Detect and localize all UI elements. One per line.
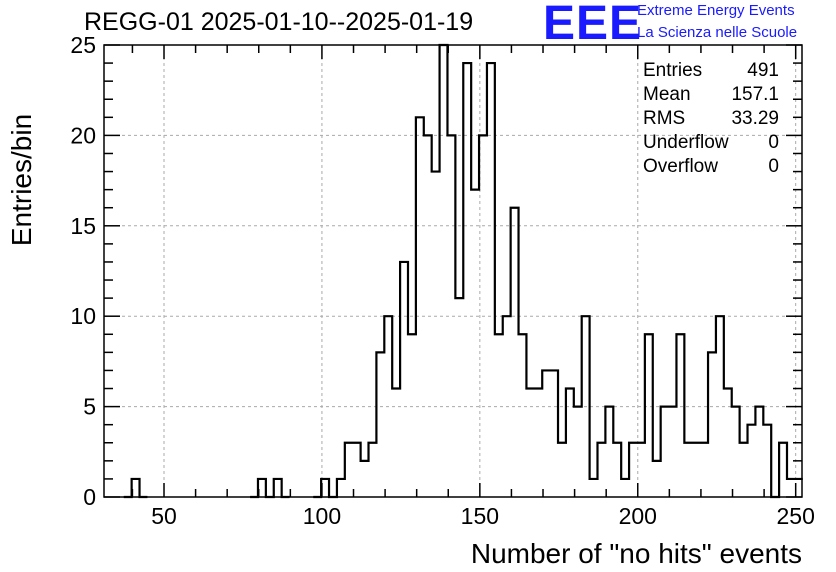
x-tick-label: 250	[776, 503, 814, 529]
x-tick-label: 50	[151, 503, 177, 529]
x-tick-label: 200	[619, 503, 657, 529]
histogram-bar	[676, 334, 684, 497]
histogram-bar	[534, 389, 542, 497]
histogram-bar	[345, 443, 353, 497]
histogram-bar	[511, 208, 519, 497]
histogram-bar	[574, 407, 582, 497]
y-tick-label: 25	[70, 32, 96, 58]
logo-line1: Extreme Energy Events	[637, 2, 795, 19]
histogram-bar	[550, 370, 558, 497]
histogram-bar	[487, 63, 495, 497]
axes: 50 100 150 200 250 0 5 10 15 20 25	[70, 32, 814, 529]
stats-row: RMS 33.29	[643, 108, 779, 132]
stats-label: Underflow	[643, 132, 729, 153]
histogram-bar	[755, 407, 763, 497]
histogram-bar	[432, 172, 440, 497]
histogram-bar	[724, 389, 732, 497]
histogram-bar	[692, 443, 700, 497]
histogram-bar	[645, 334, 653, 497]
chart-title: REGG-01 2025-01-10--2025-01-19	[84, 8, 474, 36]
histogram-bar	[526, 389, 534, 497]
histogram-bar	[597, 443, 605, 497]
histogram-bar	[779, 443, 787, 497]
histogram-bar	[369, 443, 377, 497]
histogram-bar	[519, 334, 527, 497]
histogram-bar	[337, 479, 345, 497]
histogram-bar	[590, 479, 598, 497]
histogram-bar	[361, 461, 369, 497]
stats-value: 0	[768, 156, 779, 177]
stats-label: Overflow	[643, 156, 718, 177]
histogram-bar	[787, 479, 795, 497]
histogram-bar	[455, 298, 463, 497]
histogram-bar	[416, 117, 424, 497]
stats-row: Underflow 0	[643, 132, 779, 156]
stats-label: Mean	[643, 84, 691, 105]
histogram-bar	[708, 352, 716, 497]
y-tick-label: 15	[70, 213, 96, 239]
histogram-bar	[613, 443, 621, 497]
y-tick-label: 0	[83, 484, 96, 510]
stats-value: 33.29	[731, 108, 779, 129]
y-tick-label: 5	[83, 394, 96, 420]
histogram-bar	[274, 479, 282, 497]
histogram-bar	[661, 407, 669, 497]
histogram-bar	[408, 334, 416, 497]
histogram-bar	[669, 407, 677, 497]
logo-line2: La Scienza nelle Scuole	[637, 24, 798, 41]
x-tick-label: 100	[303, 503, 341, 529]
histogram-bar	[732, 407, 740, 497]
histogram-bar	[748, 425, 756, 497]
histogram-bar	[684, 443, 692, 497]
y-axis-label-wrap: Entries/bin	[6, 114, 37, 246]
histogram-bar	[542, 370, 550, 497]
histogram-bar	[566, 389, 574, 497]
histogram-bar	[558, 443, 566, 497]
histogram-bar	[495, 334, 503, 497]
histogram-bar	[353, 443, 361, 497]
histogram-bar	[740, 443, 748, 497]
histogram-bar	[400, 262, 408, 497]
histogram-bar	[629, 443, 637, 497]
y-tick-label: 10	[70, 303, 96, 329]
y-tick-label: 20	[70, 122, 96, 148]
plot-frame	[103, 44, 803, 498]
histogram-bar	[471, 190, 479, 497]
histogram-bar	[605, 407, 613, 497]
y-axis-label: Entries/bin	[6, 113, 37, 247]
stats-value: 157.1	[731, 84, 779, 105]
histogram-bar	[700, 443, 708, 497]
stats-label: RMS	[643, 108, 686, 129]
x-axis-label: Number of "no hits" events	[470, 538, 802, 569]
histogram-bar	[653, 461, 661, 497]
x-tick-label: 150	[461, 503, 499, 529]
stats-box: Entries 491 Mean 157.1 RMS 33.29 Underflow 0…	[643, 60, 779, 180]
stats-value: 0	[768, 132, 779, 153]
histogram-bar	[440, 45, 448, 497]
stats-row: Entries 491	[643, 60, 779, 84]
histogram-bar	[376, 352, 384, 497]
histogram-bar	[392, 389, 400, 497]
stats-row: Overflow 0	[643, 156, 779, 180]
stats-value: 491	[747, 60, 779, 81]
eee-logo: EEE	[543, 0, 643, 50]
stats-row: Mean 157.1	[643, 84, 779, 108]
histogram-bar	[763, 425, 771, 497]
histogram-bar	[621, 479, 629, 497]
stats-label: Entries	[643, 60, 703, 81]
histogram-bar	[463, 63, 471, 497]
